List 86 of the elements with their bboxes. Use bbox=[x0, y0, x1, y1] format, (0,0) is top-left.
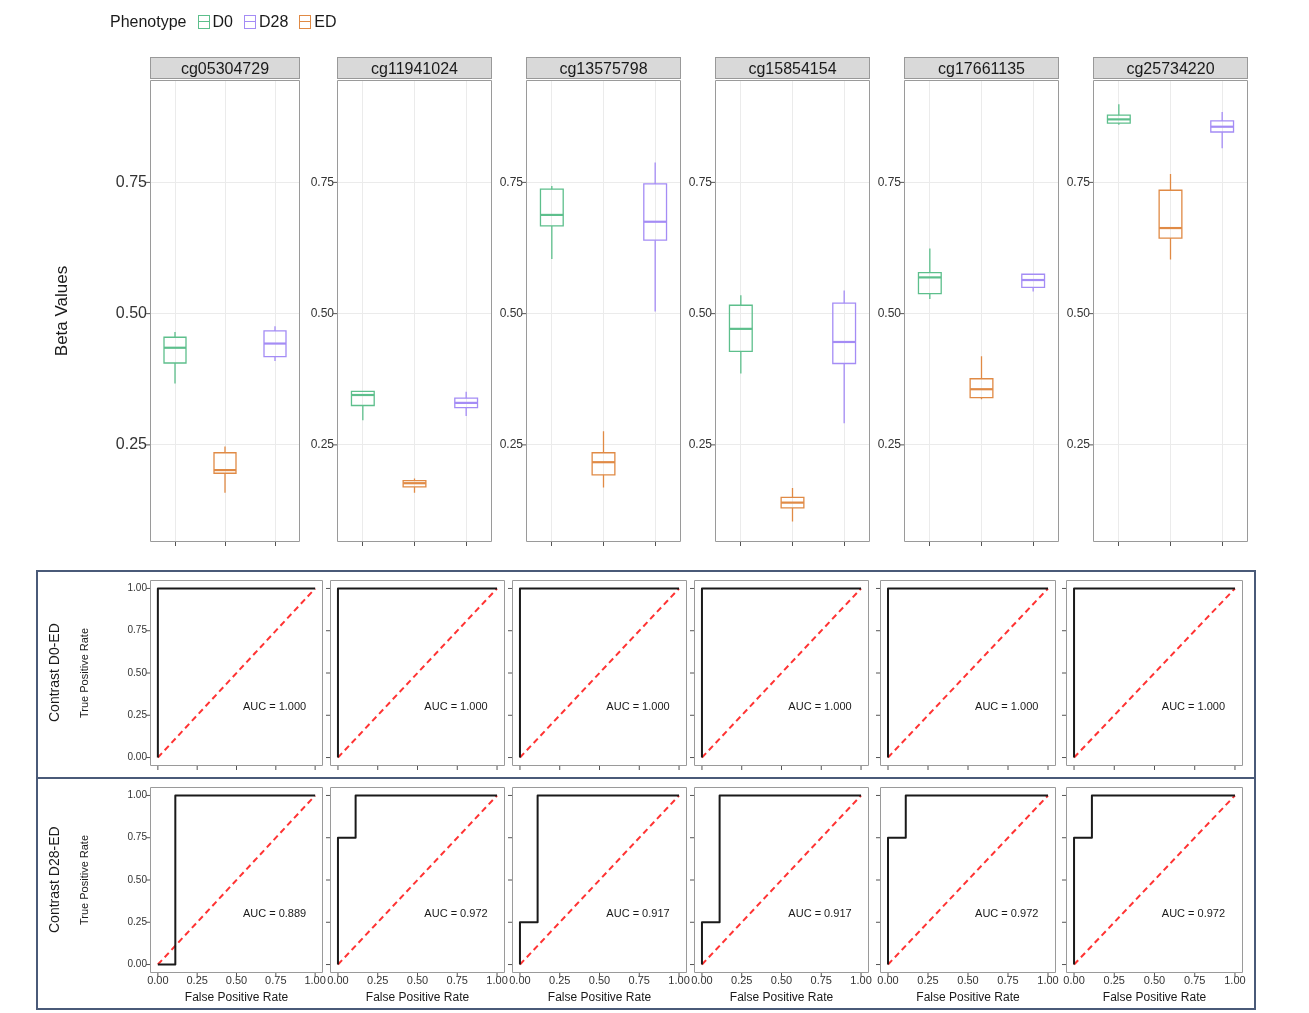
x-tick-label: 1.00 bbox=[668, 973, 690, 986]
x-tick-label: 0.75 bbox=[265, 973, 287, 986]
y-tick-label: 0.75 bbox=[127, 624, 148, 636]
y-tick-label: 0.25 bbox=[127, 709, 148, 721]
y-tick-label: 0.25 bbox=[1066, 437, 1091, 452]
x-tick-label: 0.50 bbox=[770, 973, 793, 986]
legend-title: Phenotype bbox=[110, 13, 187, 31]
annotation: AUC = 0.972 bbox=[1161, 907, 1226, 920]
x-axis-title: False Positive Rate bbox=[547, 990, 652, 1005]
x-tick-label: 0.75 bbox=[997, 973, 1019, 986]
annotation: AUC = 0.972 bbox=[975, 907, 1039, 920]
y-tick-label: 0.75 bbox=[688, 174, 713, 189]
chart-title: cg17661135 bbox=[904, 57, 1059, 79]
y-tick-label: 0.75 bbox=[877, 174, 902, 189]
x-axis-title: False Positive Rate bbox=[184, 990, 289, 1005]
y-tick-label: 0.50 bbox=[1066, 305, 1091, 320]
chart-title: cg05304729 bbox=[150, 57, 300, 79]
y-tick-label: 0.75 bbox=[127, 831, 148, 843]
x-tick-label: 1.00 bbox=[1037, 973, 1059, 986]
y-tick-label: 0.25 bbox=[499, 437, 524, 452]
x-tick-label: 0.50 bbox=[957, 973, 979, 986]
y-tick-label: 0.50 bbox=[127, 873, 148, 885]
x-tick-label: 0.25 bbox=[917, 973, 939, 986]
y-tick-label: 0.75 bbox=[115, 172, 148, 190]
chart-title: cg25734220 bbox=[1093, 57, 1248, 79]
annotation: AUC = 0.917 bbox=[788, 907, 852, 920]
y-tick-label: 0.50 bbox=[877, 305, 902, 320]
x-tick-label: 0.75 bbox=[446, 973, 468, 986]
y-tick-label: 0.50 bbox=[688, 305, 713, 320]
x-axis-title: False Positive Rate bbox=[1102, 990, 1207, 1005]
annotation: AUC = 1.000 bbox=[242, 700, 307, 713]
y-tick-label: 0.75 bbox=[1066, 174, 1091, 189]
y-tick-label: 0.25 bbox=[688, 437, 713, 452]
annotation: AUC = 0.972 bbox=[424, 907, 488, 920]
annotation: AUC = 1.000 bbox=[606, 700, 670, 713]
x-tick-label: 0.50 bbox=[406, 973, 429, 986]
annotation: AUC = 0.917 bbox=[606, 907, 670, 920]
y-tick-label: 0.25 bbox=[127, 916, 148, 928]
legend-label: ED bbox=[314, 13, 337, 31]
x-tick-label: 0.75 bbox=[810, 973, 832, 986]
x-tick-label: 0.50 bbox=[225, 973, 248, 986]
y-tick-label: 0.00 bbox=[127, 751, 148, 763]
text: Contrast D28-ED bbox=[46, 825, 62, 936]
x-tick-label: 0.25 bbox=[367, 973, 389, 986]
x-tick-label: 0.00 bbox=[147, 973, 169, 986]
y-tick-label: 1.00 bbox=[127, 582, 148, 594]
x-tick-label: 0.50 bbox=[588, 973, 611, 986]
y-tick-label: 0.00 bbox=[127, 958, 148, 970]
y-tick-label: 0.25 bbox=[877, 437, 902, 452]
chart-title: cg15854154 bbox=[715, 57, 870, 79]
chart-title: cg13575798 bbox=[526, 57, 681, 79]
legend-label: D28 bbox=[258, 13, 289, 31]
y-tick-label: 1.00 bbox=[127, 789, 148, 801]
y-tick-label: 0.50 bbox=[310, 305, 335, 320]
x-tick-label: 0.25 bbox=[186, 973, 208, 986]
annotation: AUC = 1.000 bbox=[975, 700, 1039, 713]
annotation: AUC = 1.000 bbox=[1161, 700, 1226, 713]
y-axis-title: True Positive Rate bbox=[77, 627, 90, 719]
x-axis-title: False Positive Rate bbox=[729, 990, 834, 1005]
text: Contrast D0-ED bbox=[46, 622, 62, 725]
y-tick-label: 0.25 bbox=[115, 435, 148, 453]
y-tick-label: 0.50 bbox=[499, 305, 524, 320]
x-tick-label: 0.75 bbox=[1184, 973, 1206, 986]
y-axis-title: Beta Values bbox=[51, 265, 71, 357]
chart-title: cg11941024 bbox=[337, 57, 492, 79]
x-tick-label: 1.00 bbox=[486, 973, 508, 986]
annotation: AUC = 0.889 bbox=[242, 907, 307, 920]
y-tick-label: 0.50 bbox=[115, 304, 148, 322]
x-tick-label: 1.00 bbox=[1224, 973, 1246, 986]
x-tick-label: 0.25 bbox=[549, 973, 571, 986]
y-axis-title: True Positive Rate bbox=[77, 834, 90, 926]
x-axis-title: False Positive Rate bbox=[916, 990, 1021, 1005]
y-tick-label: 0.50 bbox=[127, 666, 148, 678]
x-tick-label: 0.75 bbox=[628, 973, 650, 986]
x-tick-label: 0.25 bbox=[731, 973, 753, 986]
y-tick-label: 0.75 bbox=[499, 174, 524, 189]
x-axis-title: False Positive Rate bbox=[365, 990, 470, 1005]
legend-label: D0 bbox=[212, 13, 233, 31]
y-tick-label: 0.75 bbox=[310, 174, 335, 189]
y-tick-label: 0.25 bbox=[310, 437, 335, 452]
x-tick-label: 0.50 bbox=[1143, 973, 1166, 986]
x-tick-label: 1.00 bbox=[850, 973, 872, 986]
annotation: AUC = 1.000 bbox=[424, 700, 488, 713]
x-tick-label: 0.25 bbox=[1103, 973, 1125, 986]
x-tick-label: 0.00 bbox=[327, 973, 349, 986]
annotation: AUC = 1.000 bbox=[788, 700, 852, 713]
